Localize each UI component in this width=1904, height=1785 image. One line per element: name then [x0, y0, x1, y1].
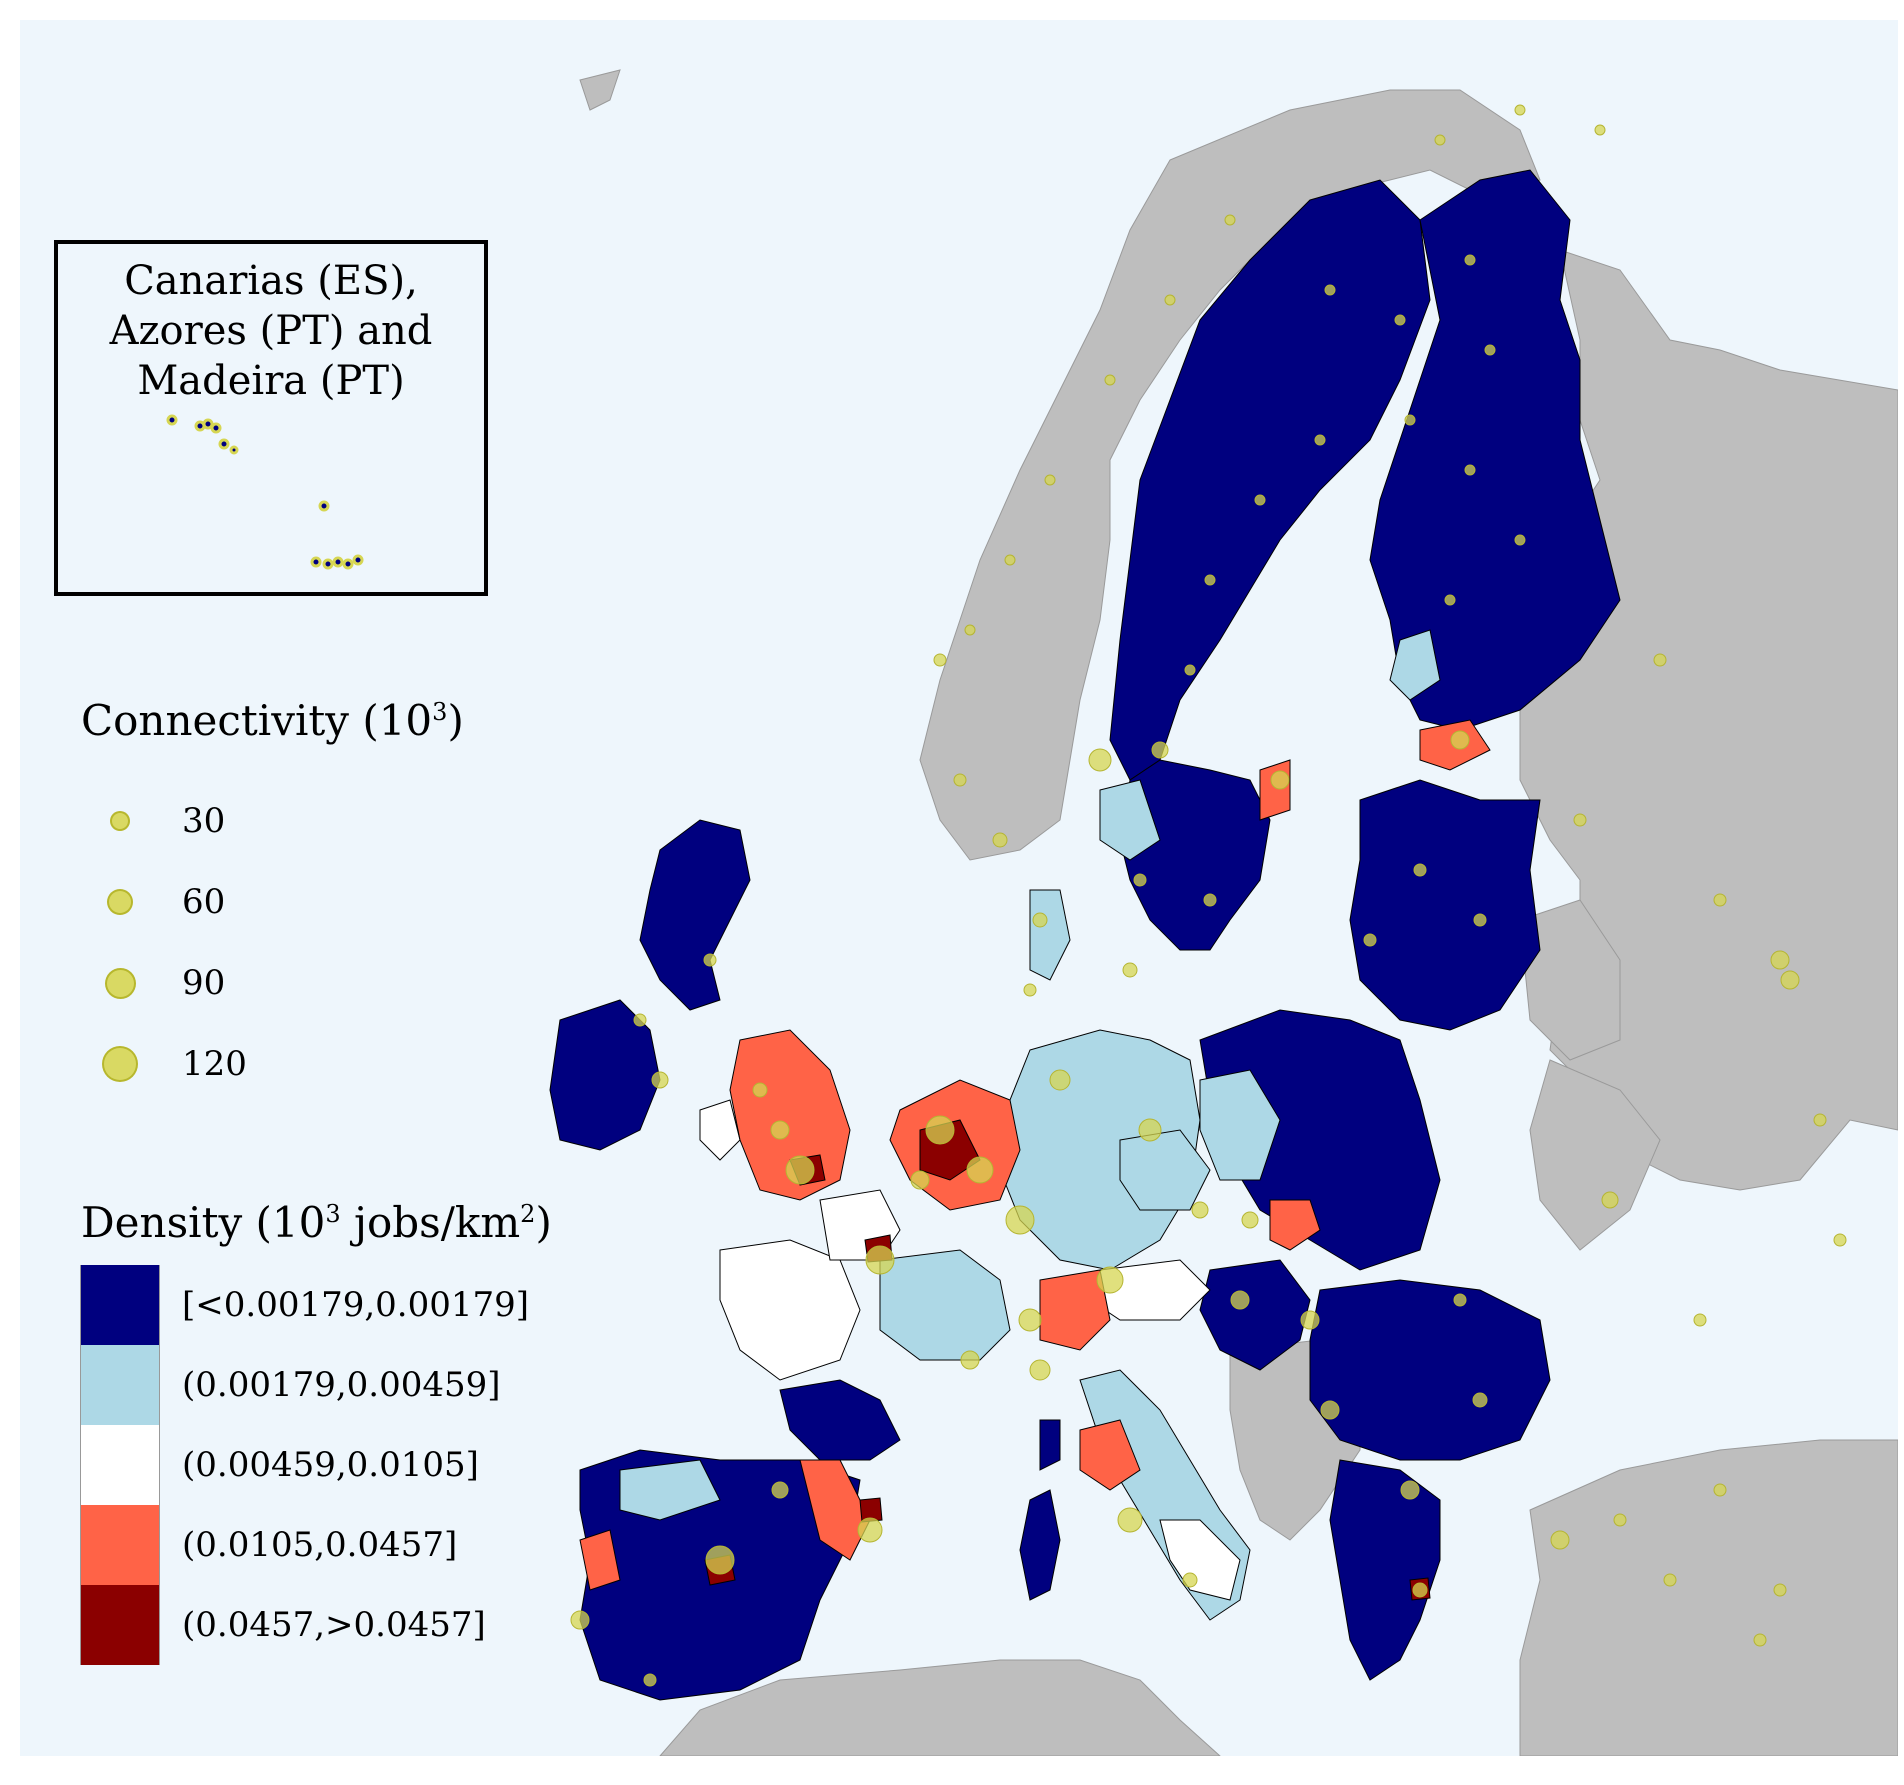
density-swatch	[80, 1585, 160, 1665]
density-legend-label: (0.00179,0.00459]	[182, 1365, 501, 1405]
region-spain-north	[619, 1459, 721, 1521]
density-swatch	[80, 1345, 160, 1425]
region-scotland	[639, 819, 751, 1011]
connectivity-legend-item: 120	[98, 1044, 247, 1084]
density-legend-label: (0.0105,0.0457]	[182, 1525, 458, 1565]
norway-land	[919, 89, 1541, 861]
region-portugal-coast	[579, 1529, 621, 1591]
map-frame: Canarias (ES), Azores (PT) and Madeira (…	[20, 20, 1898, 1756]
connectivity-legend-label: 60	[182, 882, 226, 922]
density-legend-label: (0.00459,0.0105]	[182, 1445, 479, 1485]
connectivity-title-text: Connectivity (10	[81, 696, 433, 745]
density-legend-label: [<0.00179,0.00179]	[182, 1285, 530, 1325]
density-class-1-regions[interactable]	[549, 169, 1621, 1701]
region-italy-south	[1159, 1519, 1241, 1601]
density-title-exponent-2: 2	[520, 1200, 536, 1228]
region-finland	[1369, 169, 1621, 731]
density-title-part-a: Density (10	[81, 1198, 326, 1247]
connectivity-dot-icon	[104, 967, 136, 999]
region-italy-centre	[1079, 1419, 1141, 1491]
density-swatch	[80, 1265, 160, 1345]
region-finland-lake	[1389, 629, 1441, 701]
region-ireland	[549, 999, 661, 1151]
region-france-east	[879, 1249, 1011, 1361]
density-class-2-regions[interactable]	[619, 629, 1441, 1621]
density-title-part-b: jobs/km	[340, 1198, 521, 1247]
region-sardinia	[1019, 1489, 1061, 1601]
region-valencia	[859, 1497, 883, 1523]
density-title-exponent-1: 3	[325, 1200, 341, 1228]
density-legend-item: (0.0457,>0.0457]	[80, 1585, 500, 1665]
density-swatch	[80, 1505, 160, 1585]
connectivity-legend-title: Connectivity (103)	[81, 696, 464, 745]
density-legend-item: (0.00459,0.0105]	[80, 1425, 500, 1505]
region-sweden-south	[1119, 759, 1271, 951]
belarus-interior-land	[1519, 899, 1621, 1061]
region-baltics	[1349, 779, 1541, 1031]
connectivity-dots	[570, 104, 1847, 1687]
connectivity-title-exponent: 3	[432, 698, 448, 726]
connectivity-legend-item: 30	[98, 801, 225, 841]
connectivity-legend-item: 90	[98, 963, 225, 1003]
density-legend-title: Density (103 jobs/km2)	[81, 1198, 552, 1247]
region-czechia	[1119, 1129, 1211, 1211]
density-legend-item: (0.00179,0.00459]	[80, 1345, 501, 1425]
region-poland-south	[1269, 1199, 1321, 1251]
inset-islands	[166, 414, 364, 570]
region-greece	[1329, 1459, 1441, 1681]
connectivity-legend-label: 120	[182, 1044, 247, 1084]
region-romania-bulgaria	[1309, 1279, 1551, 1461]
inset-map-canarias-azores-madeira: Canarias (ES), Azores (PT) and Madeira (…	[54, 240, 488, 596]
connectivity-dot-icon	[107, 889, 133, 915]
region-stockholm	[1259, 759, 1291, 821]
iceland-land	[579, 69, 621, 111]
region-north-italy	[1039, 1269, 1111, 1351]
ukraine-south-land	[1529, 1059, 1661, 1251]
region-wales-north	[699, 1099, 741, 1161]
density-class-3-regions[interactable]	[699, 1099, 1241, 1601]
connectivity-dot-icon	[102, 1046, 138, 1082]
density-legend-item: [<0.00179,0.00179]	[80, 1265, 529, 1345]
connectivity-legend-label: 30	[182, 801, 226, 841]
region-sweden-mid	[1099, 779, 1161, 861]
region-corsica	[1039, 1419, 1061, 1471]
density-legend-item: (0.0105,0.0457]	[80, 1505, 500, 1585]
density-swatch	[80, 1425, 160, 1505]
region-france-west	[719, 1239, 861, 1381]
region-sweden-north	[1109, 179, 1431, 781]
connectivity-title-close: )	[447, 696, 464, 745]
connectivity-legend-label: 90	[182, 963, 226, 1003]
region-france-centre	[779, 1379, 901, 1461]
europe-map[interactable]	[20, 20, 1898, 1756]
north-africa-land	[659, 1659, 1221, 1756]
inset-title: Canarias (ES), Azores (PT) and Madeira (…	[109, 258, 433, 404]
connectivity-legend-item: 60	[98, 882, 225, 922]
region-spain-coast	[799, 1459, 871, 1561]
region-poland-west	[1199, 1069, 1281, 1181]
connectivity-dot-icon	[110, 811, 130, 831]
region-hungary-croatia	[1199, 1259, 1311, 1371]
density-title-part-c: )	[535, 1198, 552, 1247]
density-legend-label: (0.0457,>0.0457]	[182, 1605, 486, 1645]
